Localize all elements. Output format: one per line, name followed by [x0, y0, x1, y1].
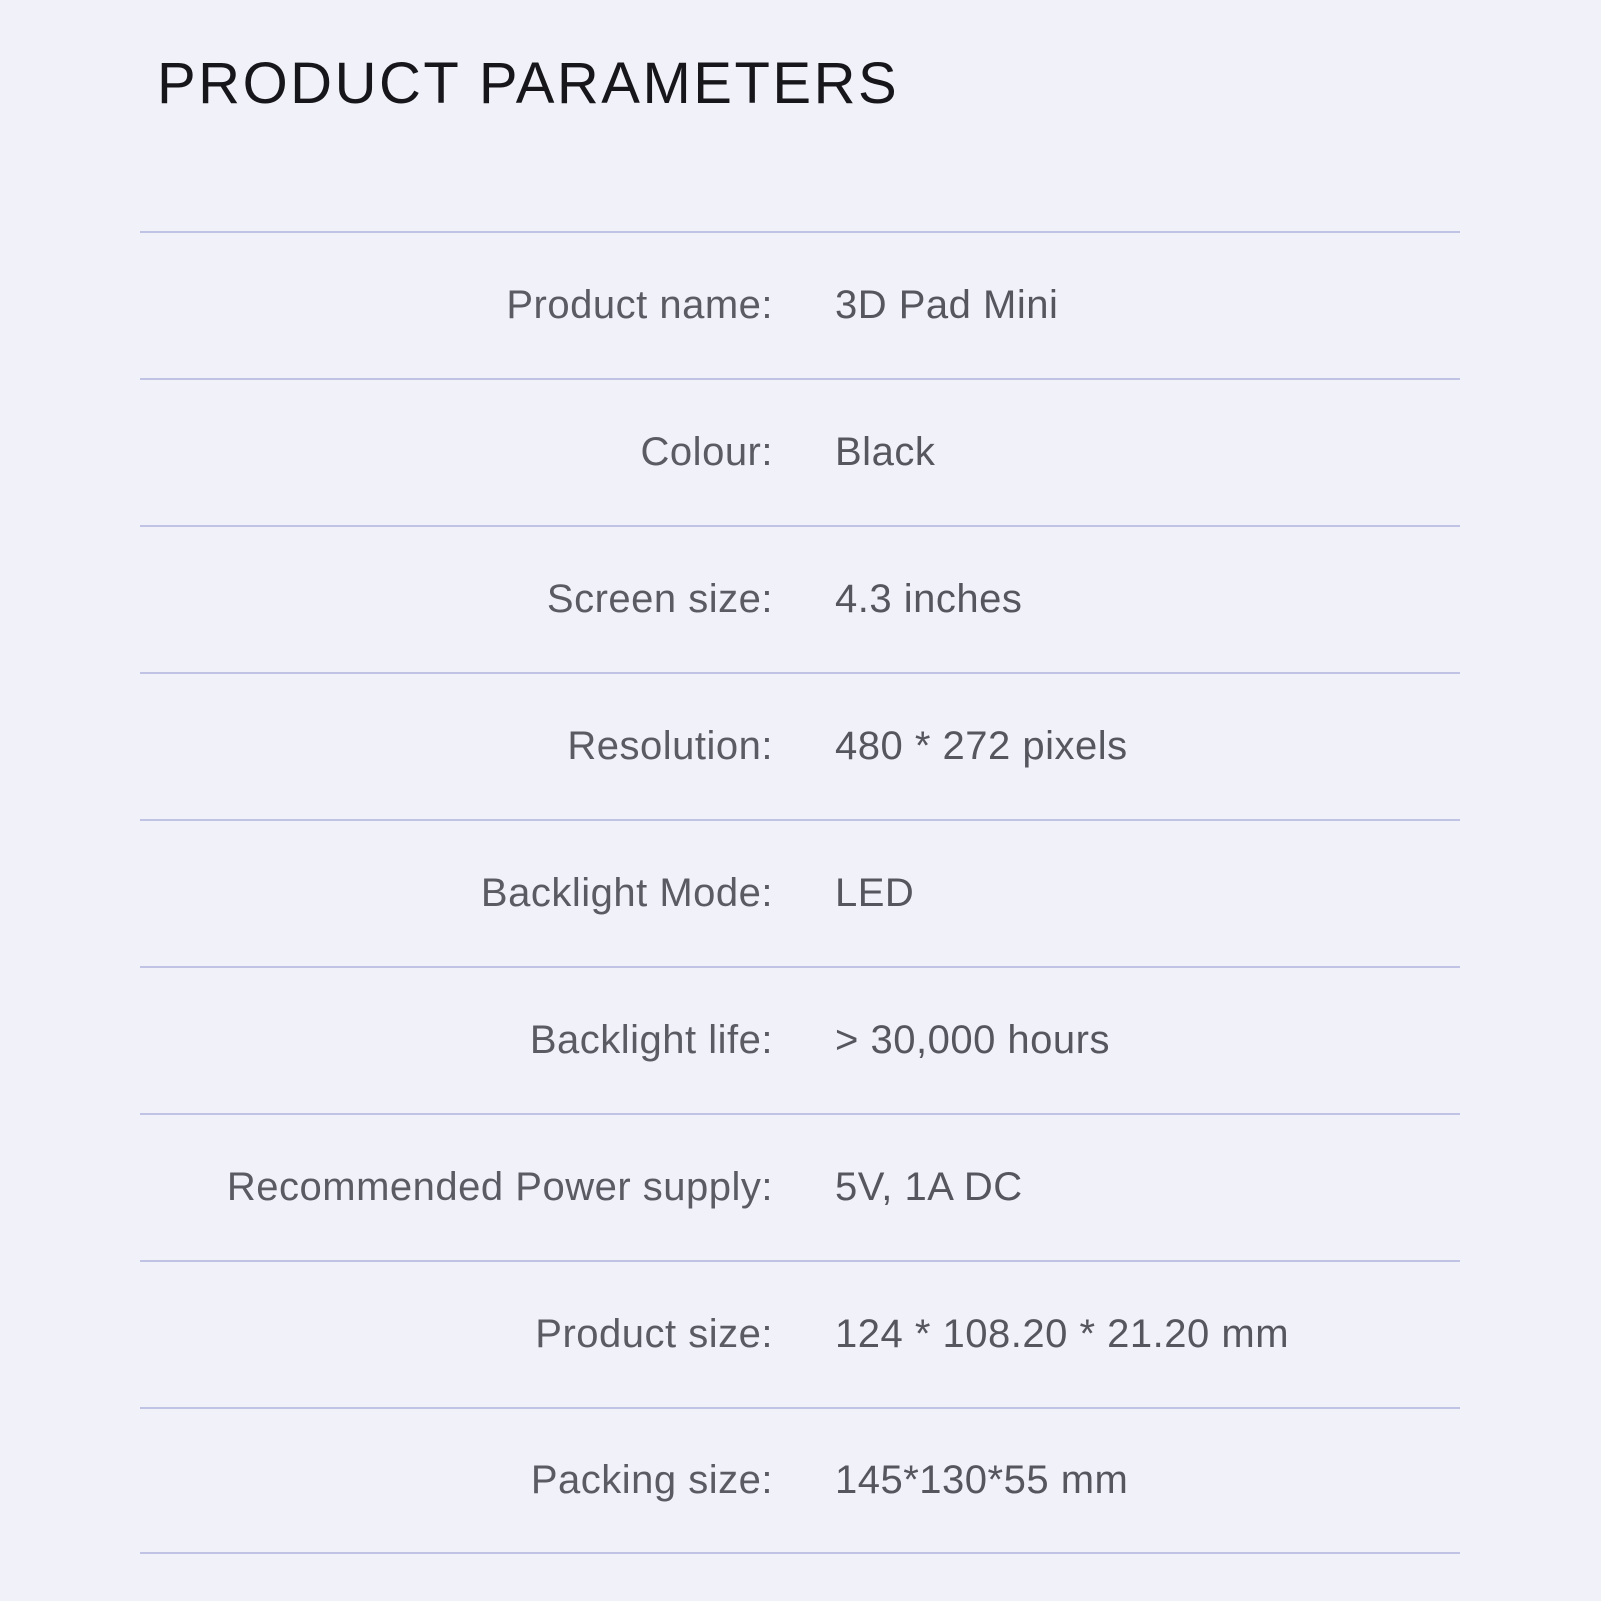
spec-value: LED	[835, 871, 915, 915]
spec-value: 124 * 108.20 * 21.20 mm	[835, 1312, 1290, 1356]
spec-value: 145*130*55 mm	[835, 1458, 1129, 1502]
spec-row: Product name: 3D Pad Mini	[140, 231, 1460, 378]
spec-value: 5V, 1A DC	[835, 1165, 1023, 1209]
spec-label: Colour:	[640, 430, 773, 474]
spec-value: > 30,000 hours	[835, 1018, 1110, 1062]
spec-value: 3D Pad Mini	[835, 283, 1059, 327]
spec-row: Recommended Power supply: 5V, 1A DC	[140, 1113, 1460, 1260]
spec-label: Screen size:	[546, 577, 773, 621]
spec-row: Product size: 124 * 108.20 * 21.20 mm	[140, 1260, 1460, 1407]
spec-label: Packing size:	[530, 1458, 773, 1502]
spec-row: Backlight Mode: LED	[140, 819, 1460, 966]
spec-row: Backlight life: > 30,000 hours	[140, 966, 1460, 1113]
spec-value: 480 * 272 pixels	[835, 724, 1128, 768]
spec-label: Backlight Mode:	[480, 871, 773, 915]
spec-label: Product name:	[506, 283, 773, 327]
spec-row: Packing size: 145*130*55 mm	[140, 1407, 1460, 1554]
spec-label: Recommended Power supply:	[226, 1165, 773, 1209]
spec-value: 4.3 inches	[835, 577, 1023, 621]
spec-table: Product name: 3D Pad Mini Colour: Black …	[140, 231, 1460, 1554]
spec-label: Product size:	[535, 1312, 773, 1356]
spec-value: Black	[835, 430, 936, 474]
page-title: PRODUCT PARAMETERS	[157, 51, 900, 116]
spec-row: Screen size: 4.3 inches	[140, 525, 1460, 672]
spec-row: Colour: Black	[140, 378, 1460, 525]
spec-label: Resolution:	[567, 724, 773, 768]
spec-label: Backlight life:	[529, 1018, 773, 1062]
spec-row: Resolution: 480 * 272 pixels	[140, 672, 1460, 819]
